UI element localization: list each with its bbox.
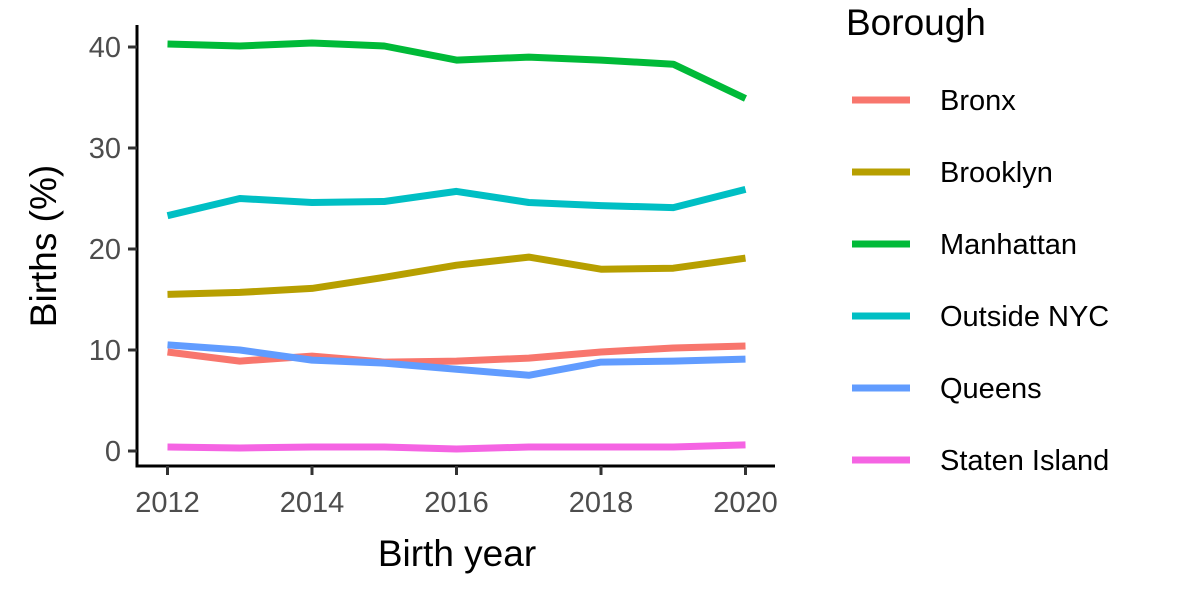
legend-title: Borough (846, 2, 986, 43)
x-tick-label: 2018 (569, 487, 634, 519)
series-line-brooklyn (167, 253, 746, 298)
plot-area (166, 39, 748, 453)
series-line-staten-island (167, 441, 746, 453)
legend-label: Staten Island (940, 445, 1109, 477)
legend-label: Manhattan (940, 229, 1077, 261)
y-tick-label: 0 (105, 436, 121, 468)
legend-item: Staten Island (852, 445, 1109, 477)
legend-items: Bronx Brooklyn Manhattan Outside NYC Queens S… (852, 85, 1109, 477)
legend-item: Brooklyn (852, 157, 1053, 189)
x-tick-label: 2020 (713, 487, 778, 519)
x-axis-title: Birth year (378, 533, 536, 574)
x-tick-label: 2016 (424, 487, 489, 519)
y-tick-label: 30 (89, 133, 121, 165)
y-tick-label: 20 (89, 234, 121, 266)
legend-label: Bronx (940, 85, 1016, 117)
legend-item: Manhattan (852, 229, 1077, 261)
legend: Borough Bronx Brooklyn Manhattan Outside NY… (846, 2, 1109, 477)
y-axis-title: Births (%) (23, 165, 64, 327)
x-tick-label: 2014 (280, 487, 345, 519)
legend-label: Queens (940, 373, 1042, 405)
x-tick-label: 2012 (135, 487, 200, 519)
legend-item: Bronx (852, 85, 1016, 117)
series-line-manhattan (167, 39, 748, 102)
legend-label: Outside NYC (940, 301, 1109, 333)
axes: 0 10 20 30 40 2012 2014 2016 2018 2020 (89, 25, 778, 519)
legend-item: Outside NYC (852, 301, 1109, 333)
legend-label: Brooklyn (940, 157, 1053, 189)
x-axis-ticks: 2012 2014 2016 2018 2020 (135, 466, 778, 519)
legend-item: Queens (852, 373, 1042, 405)
series-line-outside-nyc (166, 186, 747, 220)
series-line-queens (167, 341, 746, 379)
y-axis-ticks: 0 10 20 30 40 (89, 32, 137, 468)
y-tick-label: 10 (89, 335, 121, 367)
series-line-bronx (167, 342, 746, 366)
y-tick-label: 40 (89, 32, 121, 64)
